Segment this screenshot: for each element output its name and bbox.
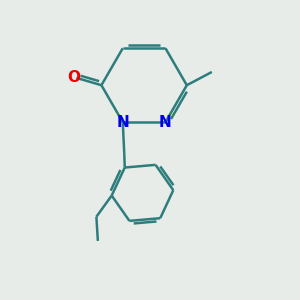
Text: N: N xyxy=(159,115,172,130)
Text: O: O xyxy=(67,70,80,86)
Text: N: N xyxy=(116,115,129,130)
